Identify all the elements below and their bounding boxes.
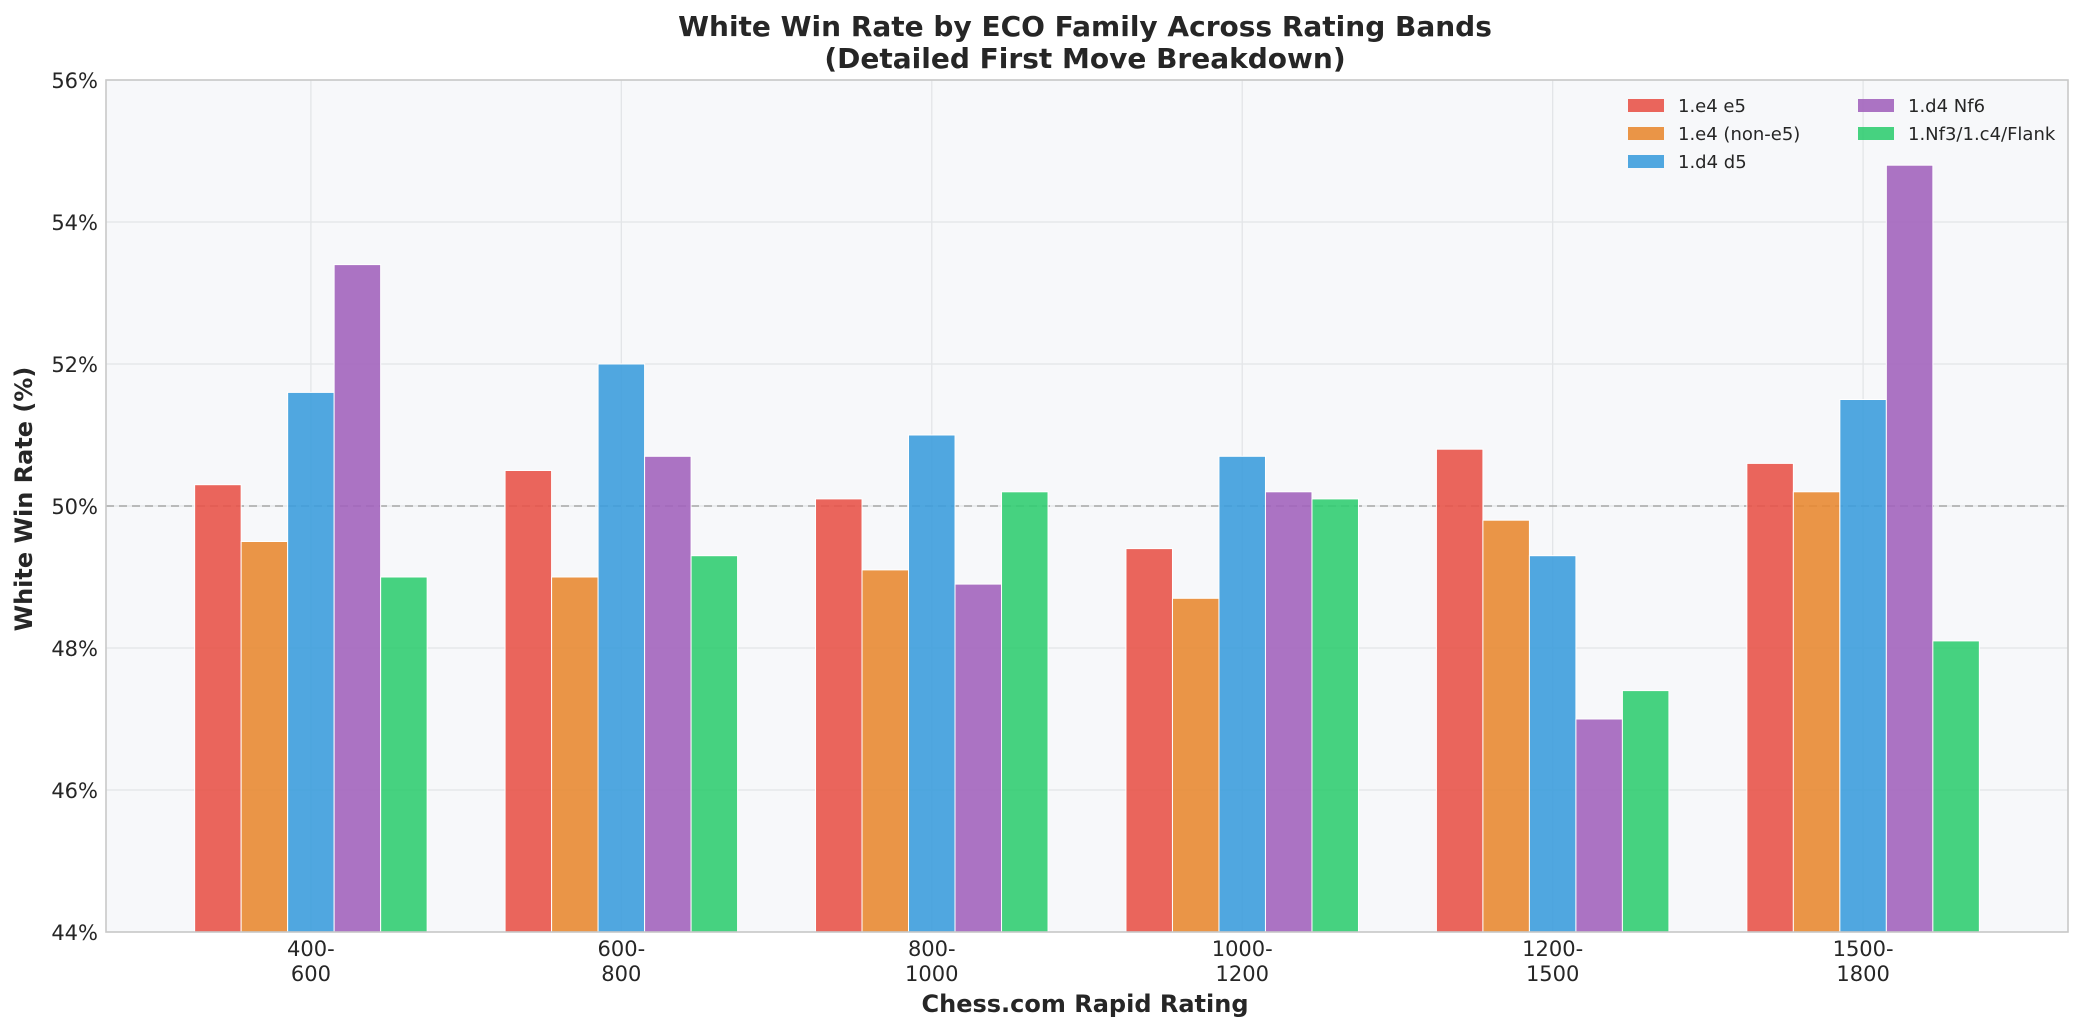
y-axis-label: White Win Rate (%) bbox=[10, 367, 38, 632]
bar-0-0 bbox=[194, 484, 242, 933]
x-tick-label: 800 bbox=[601, 962, 641, 986]
bar-3-0 bbox=[333, 264, 382, 933]
legend-swatch bbox=[1858, 127, 1894, 140]
y-tick-label: 54% bbox=[51, 211, 98, 235]
bar-4-2 bbox=[1001, 491, 1049, 933]
x-tick-label: 800- bbox=[908, 937, 956, 961]
bar-1-0 bbox=[240, 541, 289, 933]
bar-4-0 bbox=[380, 576, 428, 933]
bar-3-4 bbox=[1575, 718, 1623, 933]
chart-title-line-1: White Win Rate by ECO Family Across Rati… bbox=[678, 10, 1492, 43]
bar-1-1 bbox=[551, 576, 599, 933]
bar-2-5 bbox=[1839, 399, 1887, 933]
legend-label: 1.Nf3/1.c4/Flank bbox=[1908, 124, 2056, 145]
x-tick-label: 1800 bbox=[1836, 962, 1889, 986]
legend-label: 1.e4 e5 bbox=[1678, 96, 1746, 117]
legend-label: 1.d4 d5 bbox=[1678, 152, 1747, 173]
bar-3-3 bbox=[1264, 491, 1313, 933]
bar-2-0 bbox=[287, 391, 335, 933]
legend-label: 1.d4 Nf6 bbox=[1908, 96, 1985, 117]
legend-swatch bbox=[1628, 99, 1664, 112]
bar-0-2 bbox=[815, 498, 863, 933]
bar-3-5 bbox=[1885, 164, 1934, 933]
plot-frame bbox=[105, 79, 2069, 933]
y-tick-labels: 44% 46% 48% 50% 52% 54% 56% bbox=[51, 69, 98, 945]
chart-title-line-2: (Detailed First Move Breakdown) bbox=[824, 42, 1345, 75]
bar-1-2 bbox=[861, 569, 910, 933]
bar-2-4 bbox=[1528, 555, 1577, 933]
x-tick-labels: 400-600600-800800-10001000-12001200-1500… bbox=[287, 937, 1894, 986]
x-tick-label: 600 bbox=[291, 962, 331, 986]
bar-4-5 bbox=[1932, 640, 1980, 933]
x-tick-label: 1200- bbox=[1522, 937, 1583, 961]
bar-1-4 bbox=[1482, 519, 1530, 933]
x-tick-label: 1000 bbox=[905, 962, 958, 986]
y-tick-label: 50% bbox=[51, 495, 98, 519]
x-tick-label: 1500- bbox=[1833, 937, 1894, 961]
bar-4-3 bbox=[1311, 498, 1359, 933]
bar-4-4 bbox=[1621, 690, 1670, 933]
bar-4-1 bbox=[690, 555, 739, 933]
bar-3-1 bbox=[644, 455, 692, 933]
x-tick-label: 1000- bbox=[1212, 937, 1273, 961]
legend: 1.e4 e5 1.e4 (non-e5) 1.d4 d5 1.d4 Nf6 1.Nf3… bbox=[1628, 96, 2056, 173]
legend-swatch bbox=[1628, 155, 1664, 168]
bar-1-5 bbox=[1792, 491, 1841, 933]
bar-0-4 bbox=[1435, 448, 1484, 933]
legend-swatch bbox=[1858, 99, 1894, 112]
x-tick-label: 1500 bbox=[1526, 962, 1579, 986]
bar-2-2 bbox=[908, 434, 956, 933]
bar-0-5 bbox=[1746, 462, 1794, 933]
y-tick-label: 56% bbox=[51, 69, 98, 93]
y-tick-label: 44% bbox=[51, 921, 98, 945]
legend-swatch bbox=[1628, 127, 1664, 140]
x-axis-label: Chess.com Rapid Rating bbox=[922, 990, 1249, 1018]
bar-3-2 bbox=[954, 583, 1003, 933]
bar-0-1 bbox=[504, 470, 553, 933]
bars bbox=[194, 164, 1980, 933]
bar-0-3 bbox=[1125, 548, 1173, 933]
bar-2-1 bbox=[597, 363, 646, 933]
x-tick-label: 400- bbox=[287, 937, 335, 961]
y-tick-label: 46% bbox=[51, 779, 98, 803]
y-tick-label: 52% bbox=[51, 353, 98, 377]
x-tick-label: 600- bbox=[597, 937, 645, 961]
bar-2-3 bbox=[1218, 455, 1266, 933]
legend-label: 1.e4 (non-e5) bbox=[1678, 124, 1800, 145]
y-tick-label: 48% bbox=[51, 637, 98, 661]
bar-1-3 bbox=[1171, 597, 1220, 933]
x-tick-label: 1200 bbox=[1215, 962, 1268, 986]
